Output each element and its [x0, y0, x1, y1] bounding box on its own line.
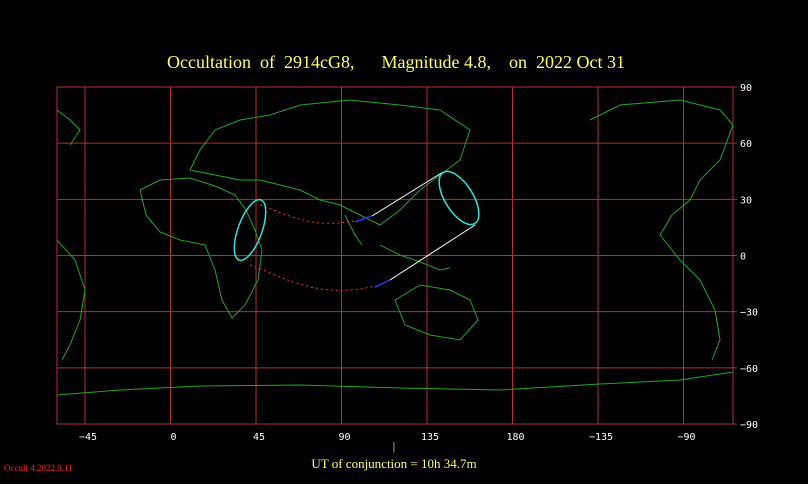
southern-limit-night: [249, 264, 381, 291]
latitude-label: 30: [740, 195, 752, 206]
northern-twilight: [354, 215, 373, 223]
south-america: [56, 239, 86, 361]
longitude-label: 0: [170, 432, 176, 443]
northern-limit: [371, 171, 444, 217]
southern-twilight: [374, 279, 391, 288]
conjunction-time: UT of conjunction = 10h 34.7m: [311, 456, 476, 471]
latitude-label: −30: [740, 308, 758, 319]
latitude-label: 90: [740, 83, 752, 94]
longitude-label: −45: [79, 432, 97, 443]
longitude-label: −135: [589, 432, 613, 443]
longitude-label: 90: [338, 432, 350, 443]
shadow-ellipse-start: [233, 198, 267, 262]
southern-limit: [389, 224, 476, 281]
conjunction-marker: |: [393, 439, 395, 453]
islands: [379, 244, 451, 271]
antarctica: [56, 371, 734, 396]
version: Occult 4.2022.9.11: [4, 463, 73, 473]
latitude-label: −60: [740, 364, 758, 375]
south-america-north: [56, 109, 81, 146]
longitude-label: 180: [506, 432, 524, 443]
graticule: [57, 86, 737, 425]
latitude-label: 0: [740, 252, 746, 263]
eurasia: [189, 99, 471, 226]
coastlines: [56, 99, 734, 396]
longitude-label: 135: [421, 432, 439, 443]
longitude-label: 45: [253, 432, 265, 443]
shadow-ellipse-end: [438, 170, 480, 226]
australia: [394, 284, 479, 341]
northern-limit-night: [259, 204, 361, 224]
south-america-east: [679, 259, 721, 361]
latitude-label: 60: [740, 139, 752, 150]
north-america: [589, 99, 734, 261]
africa: [139, 177, 263, 319]
map-title: Occultation of 2914cG8, Magnitude 4.8, o…: [167, 52, 625, 72]
longitude-label: −90: [677, 432, 695, 443]
latitude-label: −90: [740, 420, 758, 431]
occultation-path: [233, 170, 480, 291]
